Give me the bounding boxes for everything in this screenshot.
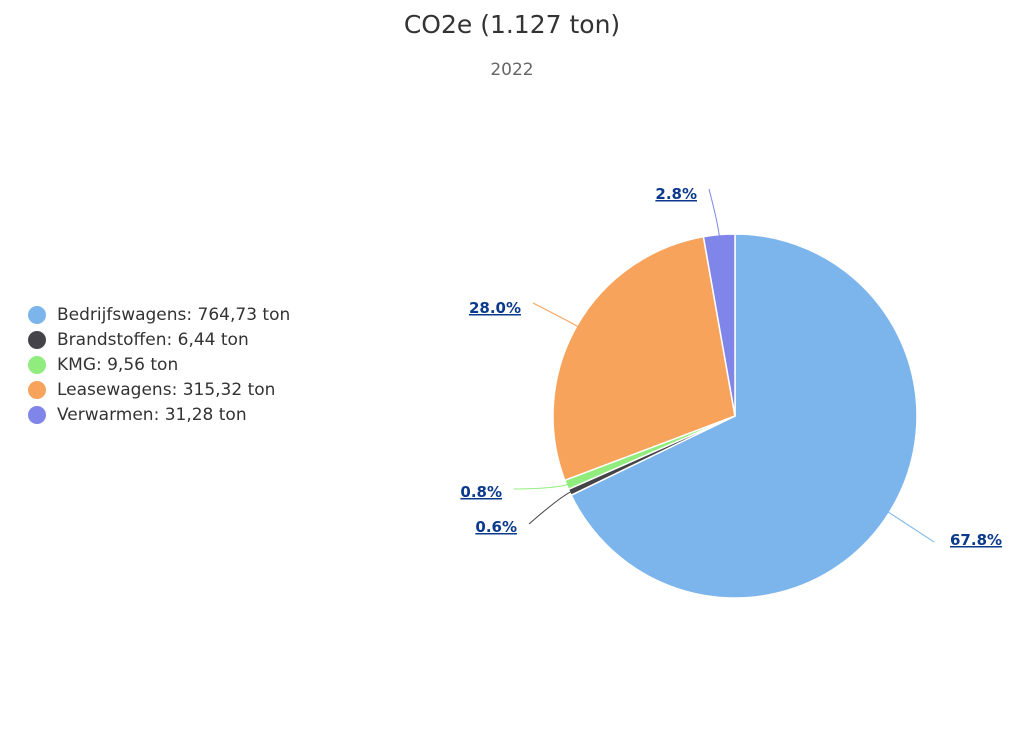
- data-label-verwarmen: 2.8%: [655, 185, 697, 203]
- chart-subtitle: 2022: [490, 60, 534, 80]
- legend-swatch-icon: [28, 405, 46, 424]
- legend-swatch-icon: [28, 355, 46, 374]
- legend-swatch-icon: [28, 380, 46, 399]
- data-label-brandstoffen: 0.6%: [475, 518, 517, 536]
- data-label-kmg: 0.8%: [460, 483, 502, 501]
- legend-item-brandstoffen[interactable]: Brandstoffen: 6,44 ton: [28, 327, 290, 352]
- legend-swatch-icon: [28, 330, 46, 349]
- legend-item-leasewagens[interactable]: Leasewagens: 315,32 ton: [28, 377, 290, 402]
- legend-item-kmg[interactable]: KMG: 9,56 ton: [28, 352, 290, 377]
- data-label-bedrijfswagens: 67.8%: [950, 531, 1002, 549]
- connector-line-leasewagens: [532, 302, 579, 328]
- legend-label: Leasewagens: 315,32 ton: [57, 379, 276, 400]
- chart-title: CO2e (1.127 ton): [403, 10, 621, 39]
- connector-line-brandstoffen: [528, 490, 572, 525]
- data-label-leasewagens: 28.0%: [469, 299, 521, 317]
- legend-label: KMG: 9,56 ton: [57, 354, 179, 375]
- legend-label: Verwarmen: 31,28 ton: [57, 404, 247, 425]
- legend-item-verwarmen[interactable]: Verwarmen: 31,28 ton: [28, 402, 290, 427]
- connector-line-bedrijfswagens: [887, 511, 935, 543]
- legend-label: Brandstoffen: 6,44 ton: [57, 329, 249, 350]
- legend: Bedrijfswagens: 764,73 ton Brandstoffen:…: [28, 302, 290, 427]
- legend-label: Bedrijfswagens: 764,73 ton: [57, 304, 291, 325]
- connector-line-verwarmen: [708, 188, 720, 237]
- legend-item-bedrijfswagens[interactable]: Bedrijfswagens: 764,73 ton: [28, 302, 290, 327]
- legend-swatch-icon: [28, 305, 46, 324]
- connector-line-kmg: [513, 483, 569, 490]
